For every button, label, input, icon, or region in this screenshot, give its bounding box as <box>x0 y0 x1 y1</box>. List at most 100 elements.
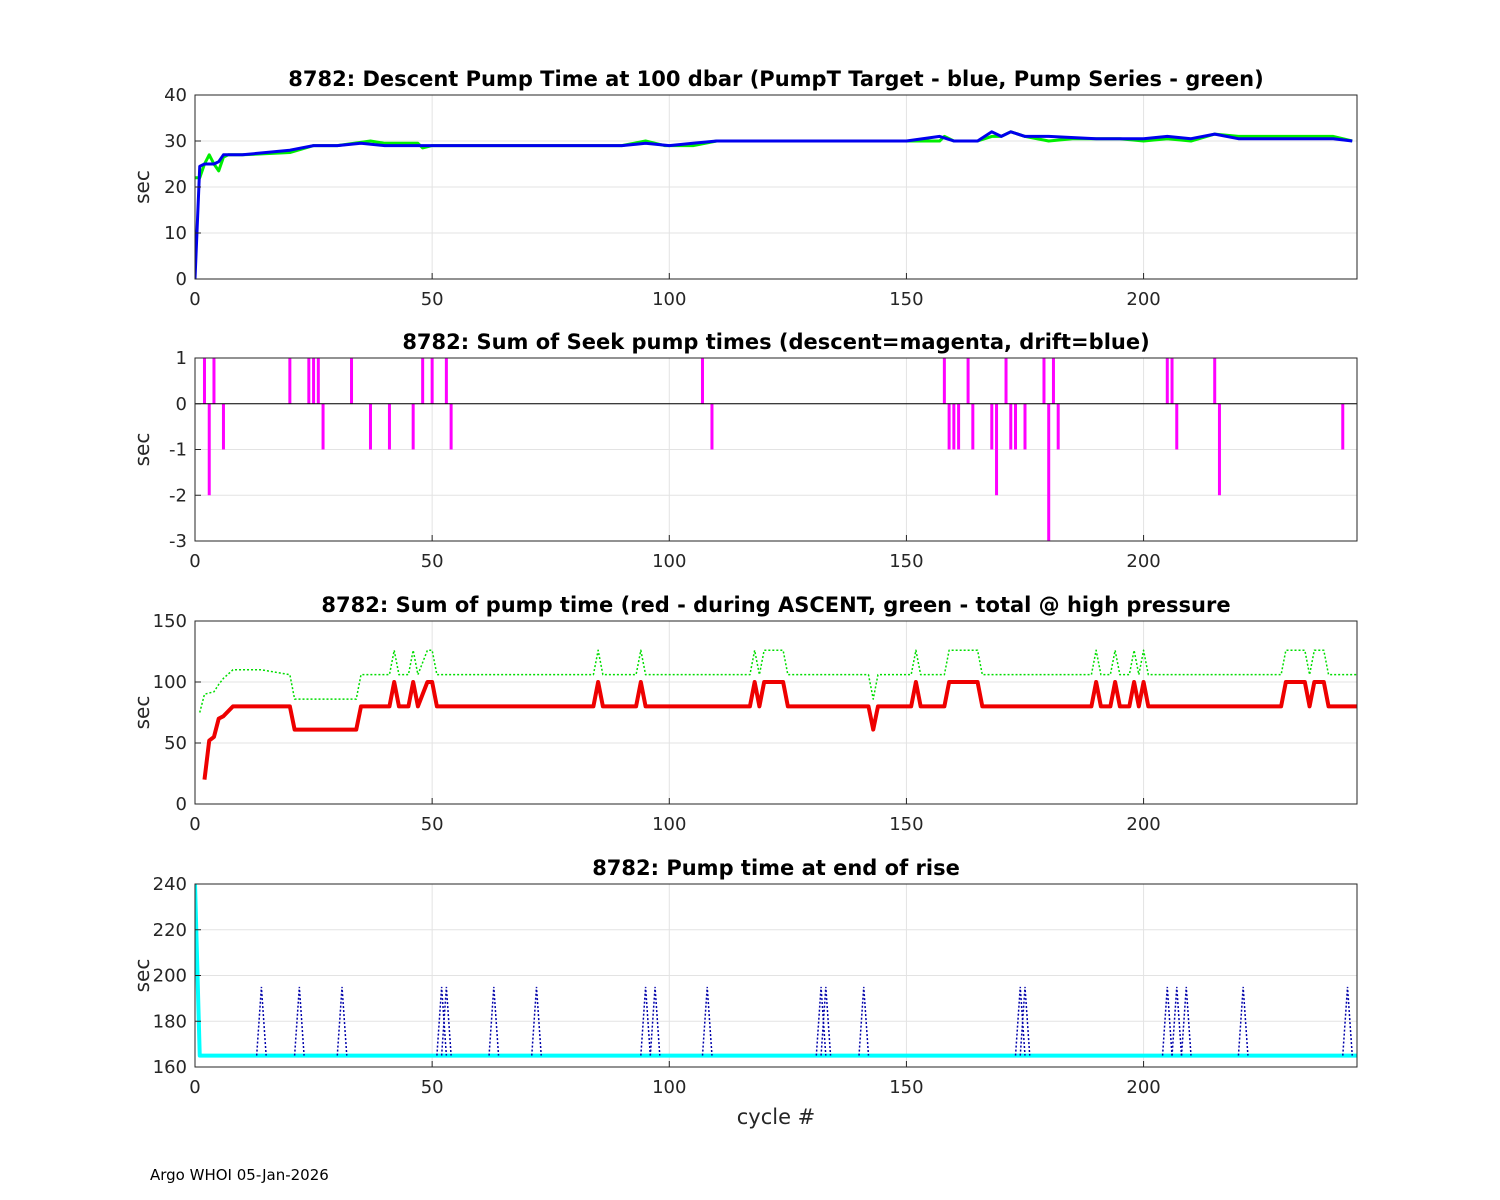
bar-mark <box>1004 358 1008 404</box>
series-spike <box>1161 986 1173 1056</box>
bar-mark <box>312 358 316 404</box>
x-tick-label: 150 <box>889 551 923 572</box>
series-spike <box>530 986 542 1056</box>
bar-mark <box>1217 403 1221 496</box>
bar-mark <box>430 358 434 404</box>
y-tick-label: 40 <box>164 85 187 106</box>
x-tick-label: 200 <box>1126 289 1160 310</box>
y-axis-label: sec <box>130 696 154 730</box>
data-layer <box>199 649 1357 780</box>
y-tick-label: 200 <box>153 966 187 987</box>
chart-title: 8782: Sum of Seek pump times (descent=ma… <box>402 330 1149 354</box>
x-tick-label: 100 <box>652 289 686 310</box>
x-tick-label: 100 <box>652 814 686 835</box>
y-tick-label: -1 <box>169 440 187 461</box>
y-tick-label: 0 <box>176 394 187 415</box>
bar-mark <box>1213 358 1217 404</box>
bar-mark <box>1165 358 1169 404</box>
x-tick-label: 150 <box>889 814 923 835</box>
chart-panel-2: 0 50 100 150 200 -3 -2 -1 0 1 8782: Sum of Seek pu… <box>130 330 1358 572</box>
bar-mark <box>990 403 994 450</box>
bar-mark <box>971 403 975 450</box>
bar-mark <box>957 403 961 450</box>
x-tick-label: 50 <box>421 289 444 310</box>
bar-mark <box>942 358 946 404</box>
chart-panel-4: 0 50 100 150 200 160 180 200 220 240 8782: Pump ti… <box>130 856 1358 1129</box>
bar-mark <box>1051 358 1055 404</box>
x-tick-label: 50 <box>421 1077 444 1098</box>
chart-title: 8782: Pump time at end of rise <box>592 856 960 880</box>
y-tick-label: 50 <box>164 733 187 754</box>
bar-mark <box>202 358 206 404</box>
bar-mark <box>316 358 320 404</box>
y-tick-label: 150 <box>153 611 187 632</box>
series-spike <box>701 986 713 1056</box>
series-spike <box>293 986 305 1056</box>
bar-mark <box>411 403 415 450</box>
bar-mark <box>1170 358 1174 404</box>
series-spike <box>440 986 452 1056</box>
bar-mark <box>1042 358 1046 404</box>
y-tick-label: 20 <box>164 177 187 198</box>
bar-mark <box>307 358 311 404</box>
bar-mark <box>321 403 325 450</box>
data-layer <box>195 883 1357 1058</box>
plot-area <box>195 621 1357 804</box>
bar-mark <box>1175 403 1179 450</box>
footer-text: Argo WHOI 05-Jan-2026 <box>150 1166 329 1184</box>
x-tick-label: 0 <box>189 289 200 310</box>
series-line-1 <box>195 883 1357 1058</box>
axes-box <box>194 620 1358 805</box>
x-tick-label: 200 <box>1126 814 1160 835</box>
x-tick-label: 0 <box>189 814 200 835</box>
chart-title: 8782: Sum of pump time (red - during ASC… <box>321 593 1230 617</box>
chart-panel-3: 0 50 100 150 200 0 50 100 150 8782: Sum of pump t… <box>130 593 1358 835</box>
series-spike <box>436 986 448 1056</box>
bar-mark <box>947 403 951 450</box>
y-tick-label: 1 <box>176 348 187 369</box>
x-tick-label: 200 <box>1126 1077 1160 1098</box>
bar-mark <box>387 403 391 450</box>
x-tick-label: 50 <box>421 551 444 572</box>
data-layer <box>195 358 1357 541</box>
series-spike <box>255 986 267 1056</box>
series-line-2 <box>202 680 1357 780</box>
bar-mark <box>1014 403 1018 450</box>
y-tick-label: 10 <box>164 223 187 244</box>
series-line-2 <box>195 130 1353 280</box>
series-spike <box>488 986 500 1056</box>
bar-mark <box>212 358 216 404</box>
bar-mark <box>350 358 354 404</box>
x-tick-label: 150 <box>889 289 923 310</box>
x-tick-label: 150 <box>889 1077 923 1098</box>
bar-mark <box>1009 403 1013 450</box>
series-spike <box>649 986 661 1056</box>
x-tick-label: 200 <box>1126 551 1160 572</box>
y-tick-label: 0 <box>176 794 187 815</box>
bar-mark <box>444 358 448 404</box>
y-tick-label: 240 <box>153 874 187 895</box>
y-tick-label: 0 <box>176 269 187 290</box>
chart-title: 8782: Descent Pump Time at 100 dbar (Pum… <box>288 67 1263 91</box>
y-axis-label: sec <box>130 170 154 204</box>
y-tick-label: 100 <box>153 672 187 693</box>
bar-mark <box>221 403 225 450</box>
y-axis-label: sec <box>130 959 154 993</box>
series-spike <box>1180 986 1192 1056</box>
series-line-1 <box>199 649 1357 713</box>
bar-mark <box>1047 403 1051 541</box>
x-tick-label: 100 <box>652 1077 686 1098</box>
y-tick-label: -3 <box>169 531 187 552</box>
y-tick-label: 220 <box>153 920 187 941</box>
x-tick-label: 0 <box>189 1077 200 1098</box>
bar-mark <box>952 403 956 450</box>
chart-panel-1: 0 50 100 150 200 0 10 20 30 40 8782: Descent Pump … <box>130 67 1358 310</box>
y-tick-label: 160 <box>153 1057 187 1078</box>
series-spike <box>336 986 348 1056</box>
bar-mark <box>421 358 425 404</box>
x-tick-label: 100 <box>652 551 686 572</box>
series-spike <box>1019 986 1031 1056</box>
series-spike <box>1171 986 1183 1056</box>
y-axis-label: sec <box>130 433 154 467</box>
